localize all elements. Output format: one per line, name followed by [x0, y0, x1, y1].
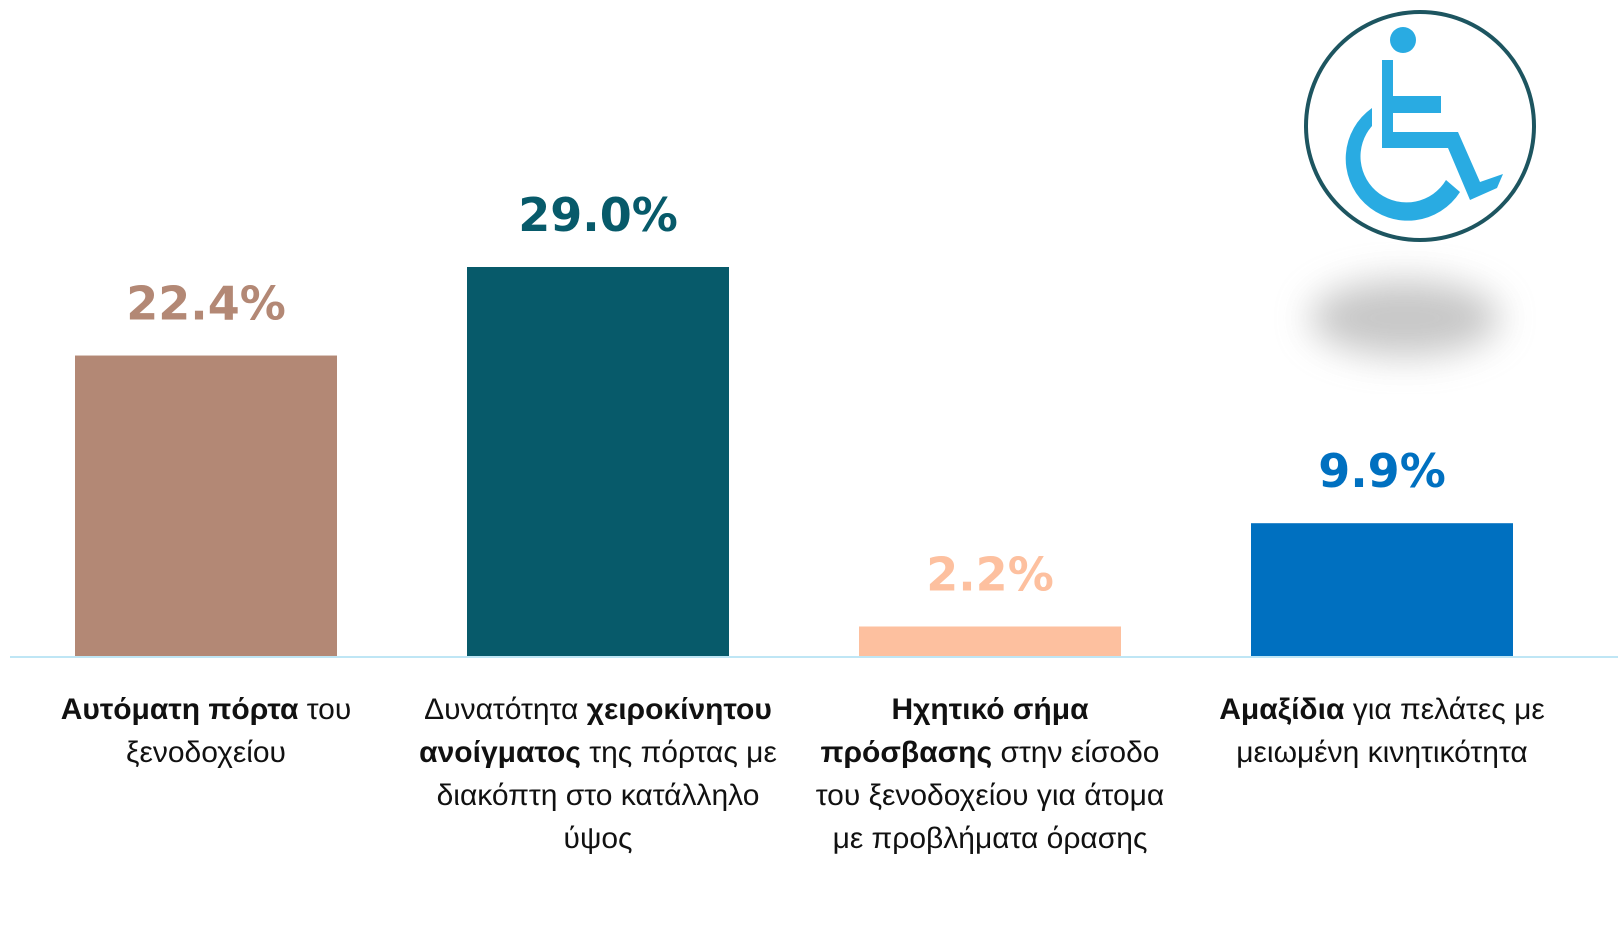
category-label: Δυνατότητα χειροκίνητου ανοίγματος της π… — [413, 688, 783, 860]
bar — [467, 267, 729, 656]
wheelchair-icon — [1304, 10, 1536, 242]
value-label: 2.2% — [926, 547, 1054, 601]
label-part: Αυτόματη πόρτα — [60, 693, 299, 726]
label-part: Δυνατότητα — [424, 693, 587, 726]
label-part: για πελάτες με μειωμένη κινητικότητα — [1236, 693, 1545, 769]
label-part: στην είσοδο του ξενοδοχείου για άτομα με… — [815, 736, 1165, 855]
label-part: της πόρτας με διακόπτη στο κατάλληλο ύψο… — [436, 736, 777, 855]
label-part: Αμαξίδια — [1219, 693, 1345, 726]
bar — [859, 626, 1121, 656]
category-label: Ηχητικό σήμα πρόσβασης στην είσοδο του ξ… — [805, 688, 1175, 860]
bar — [1251, 523, 1513, 656]
label-part: Ηχητικό σήμα πρόσβασης — [820, 693, 1089, 769]
category-label: Αυτόματη πόρτα του ξενοδοχείου — [21, 688, 391, 774]
icon-shadow — [1310, 280, 1500, 356]
category-label: Αμαξίδια για πελάτες με μειωμένη κινητικ… — [1197, 688, 1567, 774]
value-label: 9.9% — [1318, 444, 1446, 498]
value-label: 29.0% — [518, 188, 678, 242]
bar — [75, 355, 337, 656]
label-part: χειροκίνητου ανοίγματος — [419, 693, 772, 769]
label-part: του ξενοδοχείου — [126, 693, 352, 769]
value-label: 22.4% — [126, 277, 286, 331]
